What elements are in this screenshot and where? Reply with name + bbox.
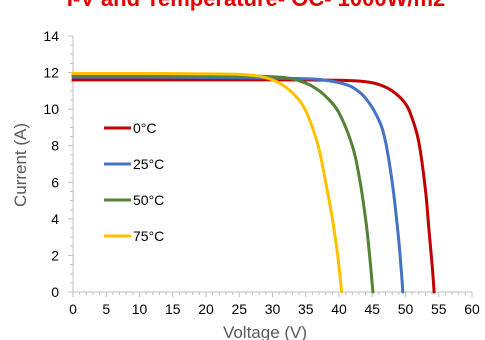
x-tick-label: 40: [331, 301, 347, 317]
y-tick-label: 14: [43, 28, 59, 44]
x-tick-label: 30: [265, 301, 281, 317]
x-tick-label: 0: [69, 301, 77, 317]
y-tick-label: 8: [51, 138, 59, 154]
legend: 0°C 25°C 50°C 75°C: [104, 120, 164, 244]
x-tick-label: 25: [231, 301, 247, 317]
series-layer: [71, 71, 436, 294]
series-line: [71, 75, 405, 294]
y-tick-label: 12: [43, 65, 59, 81]
x-tick-label: 15: [165, 301, 181, 317]
series-line: [71, 78, 436, 294]
x-tick-label: 20: [198, 301, 214, 317]
x-axis: 0 5 10 15 20 25 30 35 40 45 50 55 60: [69, 291, 480, 317]
x-tick-label: 5: [102, 301, 110, 317]
legend-label: 25°C: [133, 156, 164, 172]
legend-label: 75°C: [133, 228, 164, 244]
series-line: [71, 71, 344, 294]
y-tick-label: 2: [51, 247, 59, 263]
y-axis: 0 2 4 6 8 10 12 14: [43, 28, 74, 300]
x-tick-label: 10: [132, 301, 148, 317]
x-tick-label: 50: [398, 301, 414, 317]
series-line: [71, 73, 375, 294]
y-tick-label: 4: [51, 211, 59, 227]
x-axis-label: Voltage (V): [223, 323, 307, 340]
x-tick-label: 55: [431, 301, 447, 317]
y-tick-label: 0: [51, 284, 59, 300]
chart-title: I-V and Temperature- OC- 1000W/m2: [67, 0, 446, 11]
y-axis-label: Current (A): [11, 123, 30, 207]
y-tick-label: 6: [51, 174, 59, 190]
x-tick-label: 60: [464, 301, 480, 317]
y-tick-label: 10: [43, 101, 59, 117]
legend-label: 0°C: [133, 120, 157, 136]
x-tick-label: 45: [364, 301, 380, 317]
x-tick-label: 35: [298, 301, 314, 317]
legend-label: 50°C: [133, 192, 164, 208]
